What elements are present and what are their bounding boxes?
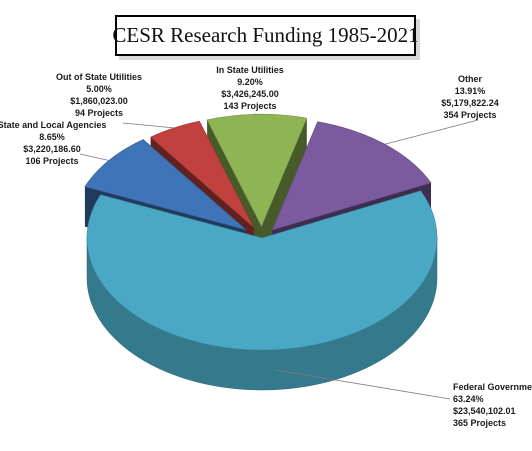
slice-label-projects: 106 Projects — [25, 156, 78, 166]
slice-label-percent-label: 13.91% — [455, 86, 486, 96]
slice-label-percent-label: 5.00% — [86, 84, 112, 94]
slice-label-percent-label: 63.24% — [453, 394, 484, 404]
slice-label-name: Out of State Utilities — [56, 72, 142, 82]
pie-slice-federal-government — [86, 190, 438, 351]
pie-slice-out-of-state-utilities — [150, 120, 255, 228]
slice-label-projects: 354 Projects — [443, 110, 496, 120]
pie-slice-state-and-local-agencies — [84, 139, 247, 231]
leader-line — [275, 369, 451, 400]
slice-label-name: State and Local Agencies — [0, 120, 106, 130]
chart-title: CESR Research Funding 1985-2021 — [112, 23, 419, 47]
slice-label-amount: $1,860,023.00 — [70, 96, 128, 106]
slice-label-name: Federal Government — [453, 382, 532, 392]
slice-label-amount: $3,426,245.00 — [221, 89, 279, 99]
slice-label-amount: $23,540,102.01 — [453, 406, 516, 416]
leader-line — [79, 153, 110, 161]
leader-line — [384, 119, 479, 145]
slice-label-amount: $3,220,186.60 — [23, 144, 81, 154]
slice-label-projects: 94 Projects — [75, 108, 123, 118]
slice-label-projects: 143 Projects — [223, 101, 276, 111]
leader-line — [122, 122, 175, 129]
slice-label-amount: $5,179,822.24 — [441, 98, 499, 108]
slice-label-percent-label: 9.20% — [237, 77, 263, 87]
slice-label-name: Other — [458, 74, 483, 84]
slice-label-name: In State Utilities — [216, 65, 284, 75]
chart-title-box: CESR Research Funding 1985-2021 — [112, 15, 419, 56]
slice-label-percent-label: 8.65% — [39, 132, 65, 142]
slice-label-projects: 365 Projects — [453, 418, 506, 428]
pie-slice-in-state-utilities — [206, 114, 308, 228]
